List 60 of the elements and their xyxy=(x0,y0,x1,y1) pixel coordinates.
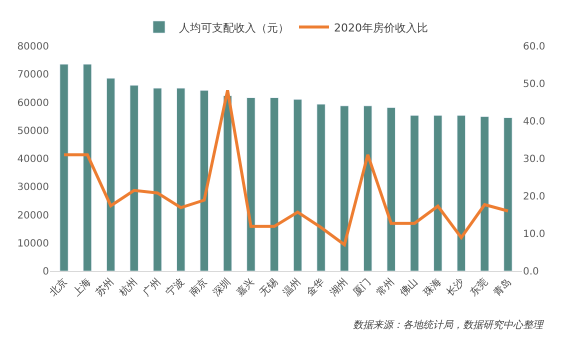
line-series xyxy=(62,88,510,246)
x-tick-label: 嘉兴 xyxy=(234,276,257,299)
x-tick-label: 湖州 xyxy=(327,276,350,299)
x-tick-label: 宁波 xyxy=(164,276,187,299)
bar xyxy=(60,64,68,271)
x-tick-label: 珠海 xyxy=(420,276,444,299)
x-tick-label: 金华 xyxy=(304,276,327,299)
bar xyxy=(270,98,279,271)
x-tick-label: 广州 xyxy=(140,276,164,299)
x-tick-label: 厦门 xyxy=(350,276,374,299)
x-tick-label: 南京 xyxy=(187,276,210,299)
bar xyxy=(340,106,349,271)
bar xyxy=(316,104,326,271)
x-tick-label: 深圳 xyxy=(210,276,234,299)
y2-tick-label: 10.0 xyxy=(523,229,546,240)
bar xyxy=(434,115,442,271)
y-tick-label: 80000 xyxy=(17,42,49,52)
bar xyxy=(386,107,396,271)
bar xyxy=(293,99,302,271)
y-tick-label: 60000 xyxy=(17,98,49,109)
x-tick-label: 佛山 xyxy=(398,276,420,299)
bar xyxy=(176,88,186,271)
bar xyxy=(363,106,372,271)
bar xyxy=(83,64,92,271)
y-tick-label: 10000 xyxy=(17,238,49,250)
source-note: 数据来源：各地统计局，数据研究中心整理 xyxy=(353,319,544,331)
x-tick-label: 上海 xyxy=(70,276,94,299)
y2-tick-label: 30.0 xyxy=(523,154,546,165)
bar xyxy=(504,117,512,271)
bar xyxy=(153,88,162,271)
x-tick-label: 苏州 xyxy=(94,276,116,299)
x-tick-label: 东莞 xyxy=(468,276,490,299)
bar xyxy=(223,96,232,271)
x-tick-label: 青岛 xyxy=(491,276,514,299)
y2-tick-label: 40.0 xyxy=(523,116,546,128)
y-tick-label: 70000 xyxy=(17,70,49,81)
y-tick-label: 40000 xyxy=(17,154,49,165)
y-tick-label: 0 xyxy=(42,266,49,278)
bar xyxy=(246,98,256,271)
bar xyxy=(200,90,209,271)
x-tick-label: 无锡 xyxy=(258,276,280,299)
bar xyxy=(480,116,489,271)
y2-tick-label: 60.0 xyxy=(523,42,546,52)
bar xyxy=(130,85,138,271)
y-tick-label: 30000 xyxy=(17,182,49,194)
bar xyxy=(410,115,419,271)
y2-tick-label: 0.0 xyxy=(523,266,539,278)
x-tick-label: 北京 xyxy=(47,276,70,299)
x-tick-label: 温州 xyxy=(280,276,304,299)
y2-tick-label: 20.0 xyxy=(523,192,546,202)
legend-label: 人均可支配收入（元） xyxy=(179,21,289,34)
y-tick-label: 50000 xyxy=(17,126,49,137)
y2-tick-label: 50.0 xyxy=(523,79,546,90)
y-tick-label: 20000 xyxy=(17,210,49,222)
bar xyxy=(456,115,466,271)
x-tick-label: 长沙 xyxy=(444,276,467,299)
x-tick-label: 常州 xyxy=(374,276,397,299)
x-tick-label: 杭州 xyxy=(116,276,140,300)
legend-label: 2020年房价收入比 xyxy=(334,21,428,34)
bar xyxy=(106,78,116,271)
